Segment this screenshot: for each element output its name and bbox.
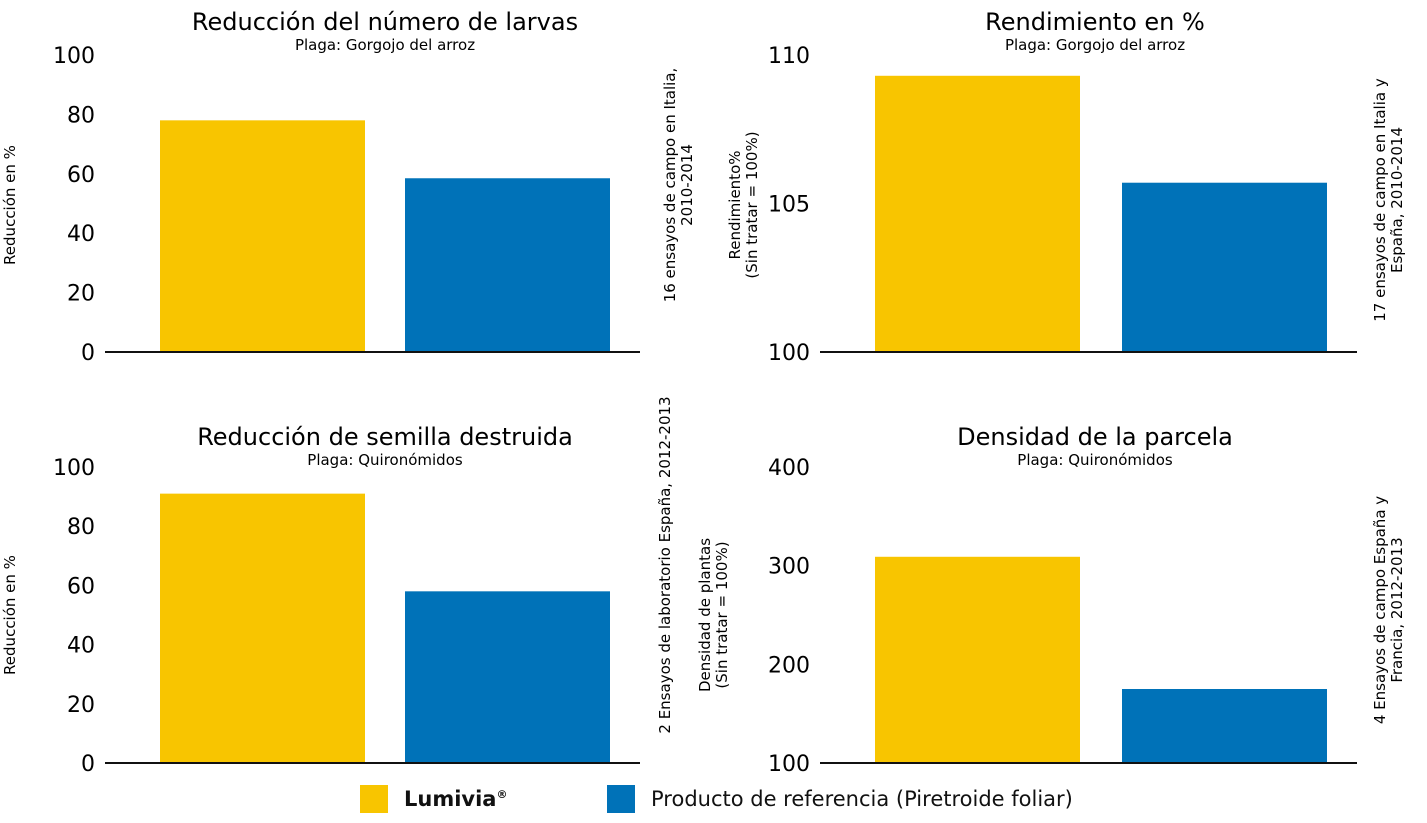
y-tick-label: 100 [768,752,810,777]
y-axis-label: Densidad de plantas [696,538,714,692]
y-tick-label: 0 [81,341,95,366]
bar-reference [405,178,610,352]
y-tick-label: 100 [768,341,810,366]
bar-lumivia [875,75,1080,352]
chart-title: Reducción del número de larvas [192,8,578,36]
legend: Lumivia® Producto de referencia (Piretro… [0,782,1427,822]
y-tick-label: 110 [768,44,810,69]
y-axis-label: (Sin tratar = 100%) [713,541,731,688]
bar-lumivia [160,120,365,352]
chart-subtitle: Plaga: Gorgojo del arroz [295,36,475,54]
trial-note: 2010-2014 [678,144,696,226]
bar-reference [1122,182,1327,352]
chart-subtitle: Plaga: Quironómidos [1017,451,1173,469]
y-tick-label: 200 [768,653,810,678]
trial-note: España, 2010-2014 [1388,127,1406,273]
bar-lumivia [160,493,365,763]
legend-label-lumivia: Lumivia® [404,787,508,811]
y-axis-label: Reducción en % [1,555,19,675]
y-tick-label: 20 [67,282,95,307]
trial-note: 17 ensayos de campo en Italia y [1371,78,1389,322]
registered-mark: ® [496,788,508,801]
trial-note: 4 Ensayos de campo España y [1371,496,1389,724]
bar-reference [1122,689,1327,763]
bar-lumivia [875,556,1080,763]
y-tick-label: 80 [67,103,95,128]
y-tick-label: 0 [81,752,95,777]
legend-item-lumivia: Lumivia® [360,785,507,813]
trial-note: 2 Ensayos de laboratorio España, 2012-20… [656,396,674,733]
chart-title: Reducción de semilla destruida [197,423,573,451]
bar-reference [405,591,610,763]
legend-swatch-reference [607,785,635,813]
y-tick-label: 40 [67,222,95,247]
trial-note: Francia, 2012-2013 [1388,537,1406,682]
y-axis-label: Rendimiento% [726,151,744,260]
chart-subtitle: Plaga: Gorgojo del arroz [1005,36,1185,54]
y-tick-label: 300 [768,555,810,580]
y-axis-label: (Sin tratar = 100%) [743,131,761,278]
chart-title: Densidad de la parcela [957,423,1233,451]
y-tick-label: 100 [53,456,95,481]
y-tick-label: 80 [67,515,95,540]
y-tick-label: 20 [67,693,95,718]
y-axis-label: Reducción en % [1,145,19,265]
y-tick-label: 105 [768,193,810,218]
legend-item-reference: Producto de referencia (Piretroide folia… [607,785,1073,813]
legend-swatch-lumivia [360,785,388,813]
chart-subtitle: Plaga: Quironómidos [307,451,463,469]
chart-title: Rendimiento en % [985,8,1205,36]
legend-label-reference: Producto de referencia (Piretroide folia… [651,787,1073,811]
y-tick-label: 40 [67,634,95,659]
y-tick-label: 400 [768,456,810,481]
y-tick-label: 100 [53,44,95,69]
y-tick-label: 60 [67,574,95,599]
trial-note: 16 ensayos de campo en Italia, [661,68,679,303]
y-tick-label: 60 [67,163,95,188]
